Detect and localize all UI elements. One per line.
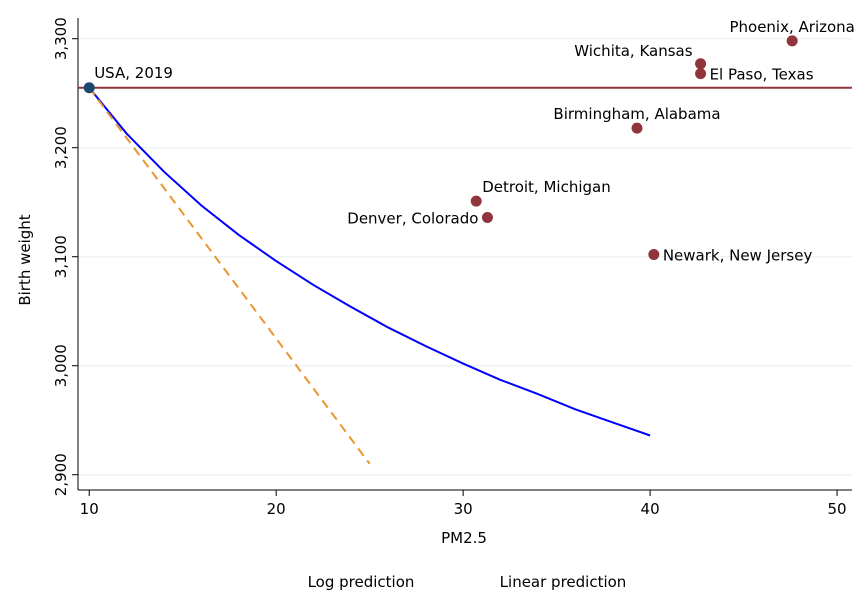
city-point: [470, 195, 482, 207]
y-tick-label: 3,200: [52, 126, 70, 169]
y-tick-label: 3,000: [52, 344, 70, 387]
x-axis-label: PM2.5: [441, 529, 487, 547]
city-label: Detroit, Michigan: [482, 178, 611, 196]
reference-label: USA, 2019: [94, 64, 173, 82]
x-tick-label: 40: [641, 500, 660, 518]
y-axis-label: Birth weight: [16, 214, 34, 305]
city-point: [631, 122, 643, 134]
city-point: [481, 211, 493, 223]
prediction-line: [88, 87, 371, 465]
prediction-line: [88, 87, 651, 437]
y-tick-label: 2,900: [52, 453, 70, 496]
city-label: El Paso, Texas: [710, 66, 814, 84]
x-tick-label: 30: [454, 500, 473, 518]
x-tick-label: 50: [827, 500, 846, 518]
city-point: [695, 68, 707, 80]
x-tick-label: 20: [267, 500, 286, 518]
city-label: Birmingham, Alabama: [553, 105, 720, 123]
city-label: Denver, Colorado: [347, 209, 478, 227]
city-label: Phoenix, Arizona: [729, 18, 854, 36]
city-label: Newark, New Jersey: [663, 247, 813, 265]
x-tick-label: 10: [80, 500, 99, 518]
city-point: [695, 58, 707, 70]
y-tick-label: 3,100: [52, 235, 70, 278]
city-label: Wichita, Kansas: [574, 42, 692, 60]
city-point: [786, 35, 798, 47]
city-point: [648, 249, 660, 261]
legend-label: Linear prediction: [500, 573, 627, 591]
reference-point: [83, 82, 95, 94]
legend-label: Log prediction: [308, 573, 415, 591]
y-tick-label: 3,300: [52, 17, 70, 60]
